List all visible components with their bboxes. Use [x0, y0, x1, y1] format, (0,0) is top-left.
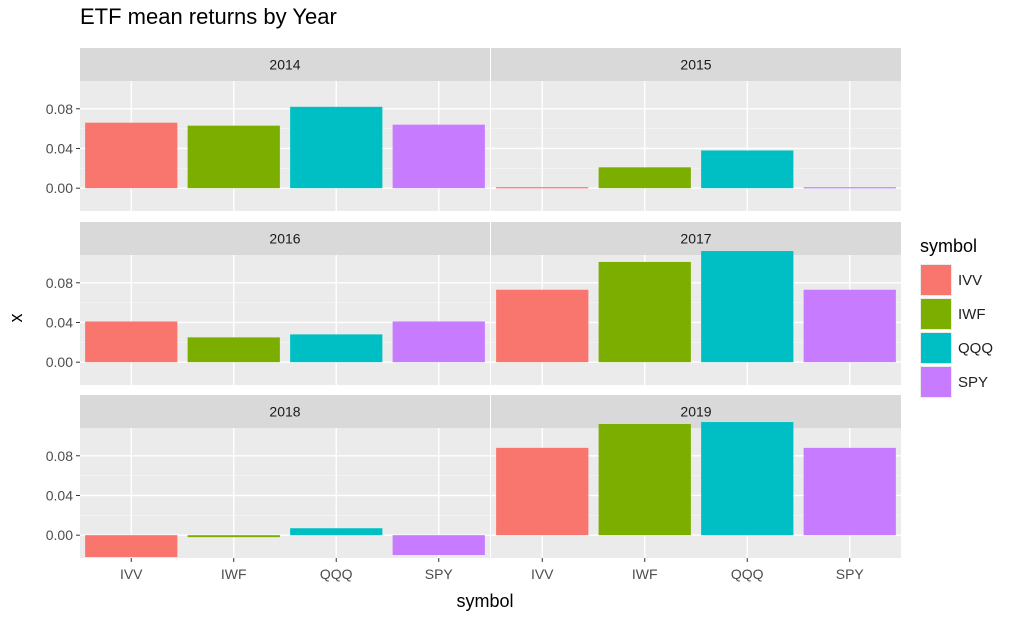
y-tick-label: 0.04 [46, 487, 73, 503]
bar [803, 447, 896, 536]
bar [85, 122, 178, 189]
bar [803, 289, 896, 363]
panel-background [80, 255, 490, 385]
bar [290, 106, 383, 189]
legend-swatch-qqq [921, 333, 951, 363]
facet-strip [491, 395, 901, 428]
bar [701, 251, 794, 363]
y-tick-label: 0.00 [46, 527, 73, 543]
legend-label: QQQ [958, 339, 994, 357]
y-tick-label: 0.00 [46, 180, 73, 196]
legend-label: SPY [958, 373, 989, 391]
facet-label: 2015 [680, 57, 711, 73]
bar [187, 337, 280, 363]
bar [496, 187, 589, 189]
legend-swatch-iwf [921, 299, 951, 329]
bar [392, 124, 485, 189]
legend-item: IVV [920, 263, 993, 297]
legend-swatch-spy [921, 367, 951, 397]
y-tick-label: 0.04 [46, 140, 73, 156]
facet-label: 2018 [269, 404, 300, 420]
bar [598, 261, 691, 363]
legend-title: symbol [920, 236, 978, 256]
x-tick-label: IWF [221, 566, 247, 582]
facet-label: 2014 [269, 57, 300, 73]
bar [392, 321, 485, 363]
legend: symbol IVV IWF QQQ SPY [920, 236, 993, 399]
bar [496, 289, 589, 363]
x-axis-title: symbol [456, 591, 513, 611]
x-tick-label: QQQ [320, 566, 353, 582]
facet-strip [80, 48, 490, 81]
facet-strip [491, 222, 901, 255]
legend-swatch-ivv [921, 265, 951, 295]
y-axis-title: x [6, 314, 26, 323]
legend-item: IWF [920, 297, 993, 331]
facet-label: 2017 [680, 231, 711, 247]
facet-label: 2016 [269, 231, 300, 247]
bar [85, 535, 178, 558]
legend-label: IVV [958, 271, 983, 289]
bar [187, 535, 280, 538]
x-tick-label: IVV [531, 566, 554, 582]
panel-background [491, 81, 901, 211]
x-tick-label: SPY [425, 566, 454, 582]
facet-strip [80, 395, 490, 428]
facet-strip [491, 48, 901, 81]
x-tick-label: SPY [836, 566, 865, 582]
y-tick-label: 0.08 [46, 275, 73, 291]
bar [701, 150, 794, 189]
y-tick-label: 0.08 [46, 101, 73, 117]
y-tick-label: 0.08 [46, 448, 73, 464]
bar [85, 321, 178, 363]
y-tick-label: 0.00 [46, 354, 73, 370]
bar [187, 125, 280, 189]
bar [496, 447, 589, 536]
facet-label: 2019 [680, 404, 711, 420]
legend-item: SPY [920, 365, 993, 399]
bar [598, 167, 691, 189]
legend-item: QQQ [920, 331, 993, 365]
x-tick-label: QQQ [731, 566, 764, 582]
chart-title: ETF mean returns by Year [80, 4, 337, 29]
x-tick-label: IVV [120, 566, 143, 582]
y-tick-label: 0.04 [46, 314, 73, 330]
bar [392, 535, 485, 556]
facet-strip [80, 222, 490, 255]
bar [290, 528, 383, 536]
bar [290, 334, 383, 363]
legend-label: IWF [958, 305, 986, 323]
bar [803, 187, 896, 189]
x-tick-label: IWF [632, 566, 658, 582]
bar [701, 422, 794, 536]
bar [598, 424, 691, 536]
